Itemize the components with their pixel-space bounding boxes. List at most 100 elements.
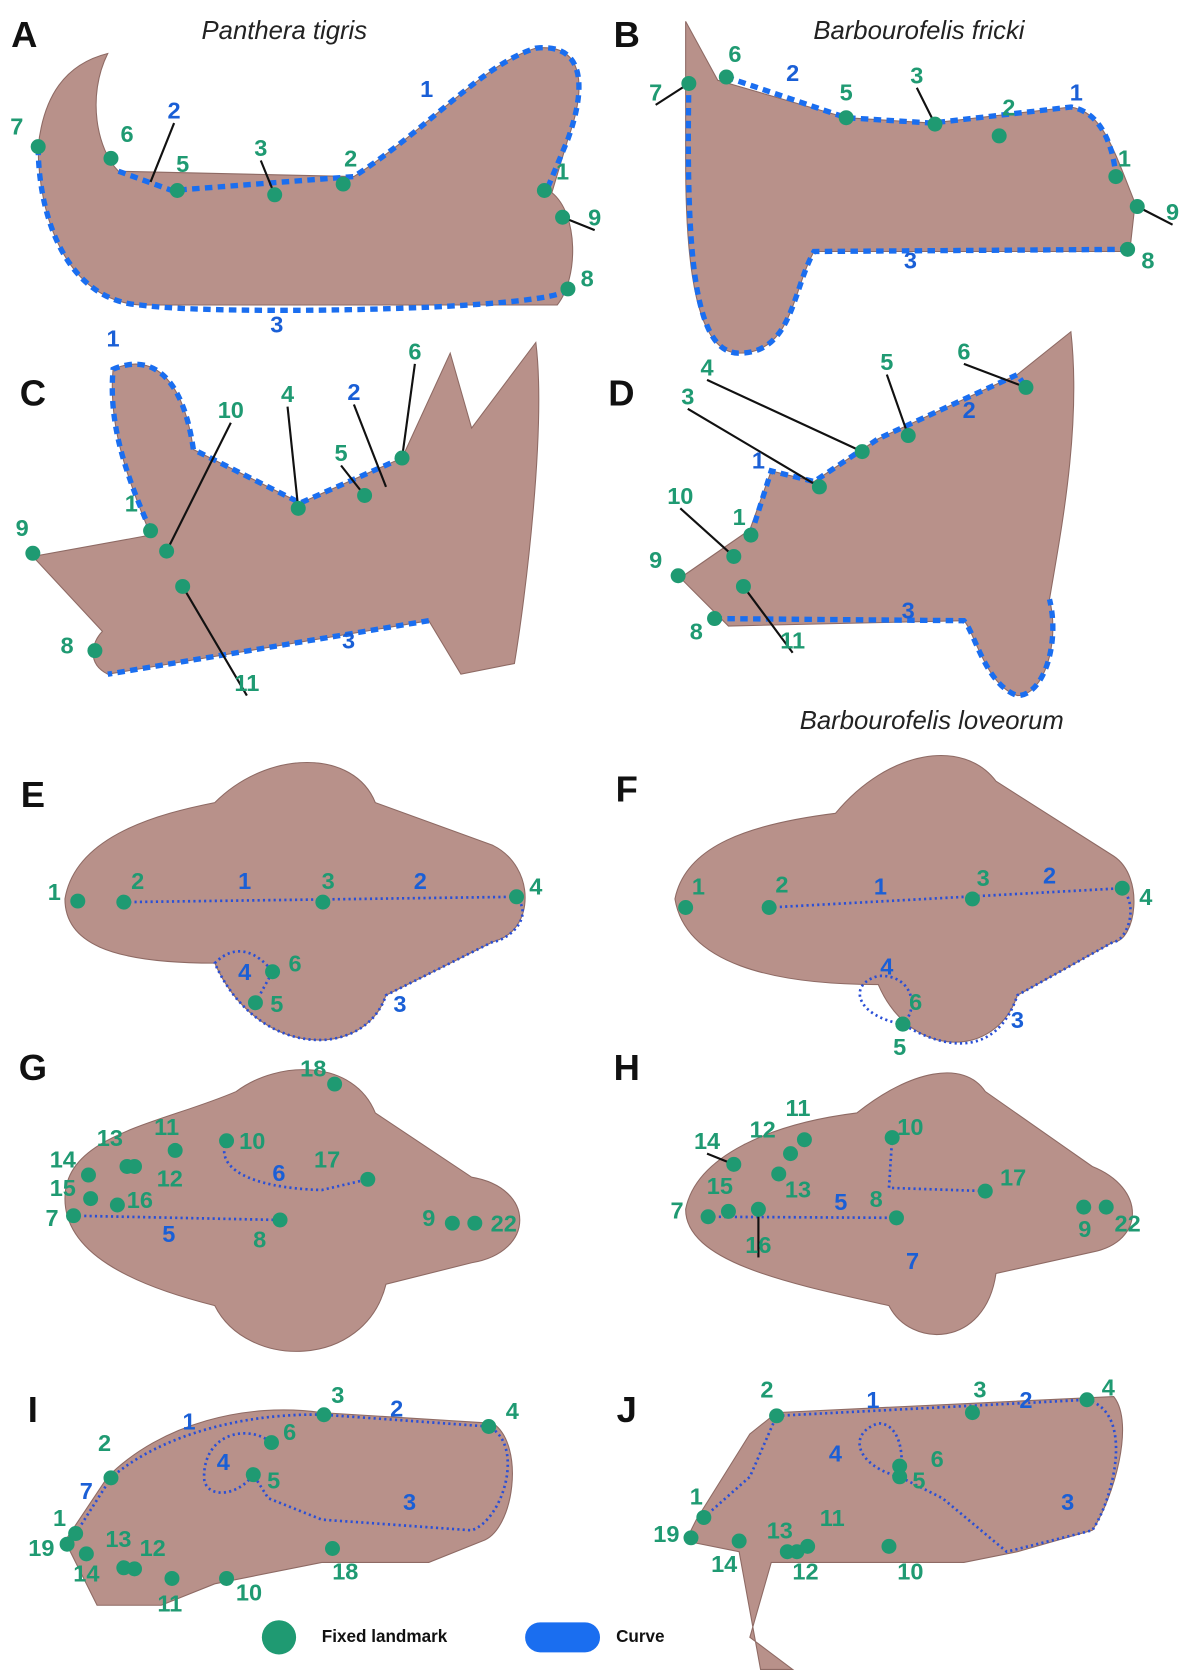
- landmark-dot: [719, 70, 734, 85]
- landmark-dot: [159, 544, 174, 559]
- landmark-dot: [678, 900, 693, 915]
- landmark-label: 8: [253, 1227, 266, 1253]
- landmark-label: 5: [267, 1467, 280, 1493]
- landmark-dot: [143, 523, 158, 538]
- landmark-dot: [395, 451, 410, 466]
- landmark-dot: [445, 1216, 460, 1231]
- landmark-label: 9: [1166, 199, 1179, 225]
- landmark-dot: [248, 995, 263, 1010]
- landmark-dot: [116, 895, 131, 910]
- landmark-label: 5: [893, 1034, 906, 1060]
- landmark-dot: [246, 1467, 261, 1482]
- landmark-label: 18: [332, 1558, 358, 1584]
- landmark-dot: [1130, 199, 1145, 214]
- panel-letter: D: [608, 373, 634, 414]
- panel-letter: J: [617, 1389, 637, 1430]
- landmark-label: 2: [131, 868, 144, 894]
- landmark-label: 15: [707, 1173, 733, 1199]
- landmark-label: 7: [649, 79, 662, 105]
- landmark-label: 9: [16, 515, 29, 541]
- landmark-label: 1: [690, 1483, 703, 1509]
- curve-label: 2: [347, 379, 360, 405]
- landmark-label: 17: [1000, 1165, 1026, 1191]
- landmark-label: 6: [957, 338, 970, 364]
- landmark-label: 1: [53, 1505, 66, 1531]
- landmark-dot: [25, 546, 40, 561]
- landmark-label: 7: [10, 114, 23, 140]
- landmark-dot: [175, 579, 190, 594]
- landmark-dot: [681, 76, 696, 91]
- landmark-dot: [762, 900, 777, 915]
- landmark-dot: [965, 1405, 980, 1420]
- landmark-label: 14: [694, 1128, 720, 1154]
- landmark-label: 12: [750, 1116, 776, 1142]
- landmark-label: 4: [506, 1398, 519, 1424]
- landmark-label: 1: [692, 873, 705, 899]
- curve-label: 1: [874, 873, 887, 899]
- landmark-label: 14: [73, 1560, 99, 1586]
- landmark-dot: [315, 895, 330, 910]
- landmark-dot: [265, 964, 280, 979]
- landmark-dot: [560, 281, 575, 296]
- landmark-label: 2: [344, 146, 357, 172]
- landmark-dot: [509, 889, 524, 904]
- landmark-dot: [291, 501, 306, 516]
- landmark-label: 4: [281, 381, 294, 407]
- landmark-dot: [273, 1212, 288, 1227]
- landmark-dot: [901, 428, 916, 443]
- curve-label: 2: [390, 1396, 403, 1422]
- landmark-label: 13: [105, 1526, 131, 1552]
- landmark-label: 1: [48, 879, 61, 905]
- landmark-label: 6: [909, 989, 922, 1015]
- landmark-label: 1: [556, 159, 569, 185]
- landmark-dot: [895, 1017, 910, 1032]
- landmark-dot: [783, 1146, 798, 1161]
- landmark-label: 1: [125, 490, 138, 516]
- curve-label: 3: [403, 1489, 416, 1515]
- landmark-label: 8: [61, 633, 74, 659]
- landmark-dot: [537, 183, 552, 198]
- landmark-label: 15: [50, 1175, 76, 1201]
- curve-label: 3: [393, 991, 406, 1017]
- legend-label: Curve: [616, 1627, 665, 1646]
- landmark-label: 11: [234, 670, 259, 696]
- leader-line: [707, 380, 862, 452]
- landmark-dot: [707, 611, 722, 626]
- landmark-dot: [327, 1077, 342, 1092]
- landmark-label: 5: [840, 79, 853, 105]
- panel-letter: B: [614, 14, 640, 55]
- landmark-label: 2: [98, 1430, 111, 1456]
- landmark-dot: [789, 1544, 804, 1559]
- panel-letter: A: [11, 14, 37, 55]
- landmark-dot: [110, 1198, 125, 1213]
- landmark-label: 5: [270, 991, 283, 1017]
- landmark-label: 10: [239, 1128, 265, 1154]
- landmark-label: 8: [870, 1186, 883, 1212]
- landmark-dot: [170, 183, 185, 198]
- landmark-dot: [696, 1510, 711, 1525]
- landmark-dot: [769, 1408, 784, 1423]
- landmark-dot: [726, 1157, 741, 1172]
- landmark-label: 10: [667, 483, 693, 509]
- curve-label: 3: [902, 597, 915, 623]
- landmark-label: 3: [973, 1376, 986, 1402]
- landmark-dot: [736, 579, 751, 594]
- landmark-label: 3: [910, 62, 923, 88]
- landmark-label: 13: [785, 1176, 811, 1202]
- landmark-label: 3: [322, 868, 335, 894]
- landmark-label: 5: [912, 1467, 925, 1493]
- landmark-label: 4: [1139, 884, 1152, 910]
- panel-letter: E: [21, 774, 45, 815]
- curve-label: 1: [866, 1387, 879, 1413]
- panel-letter: H: [614, 1047, 640, 1088]
- landmark-dot: [671, 568, 686, 583]
- landmark-label: 5: [880, 349, 893, 375]
- landmark-dot: [267, 187, 282, 202]
- skull-h: [686, 1073, 1133, 1335]
- panel-title: Panthera tigris: [202, 17, 368, 45]
- curve-label: 2: [1043, 863, 1056, 889]
- landmark-label: 8: [690, 619, 703, 645]
- landmark-label: 17: [314, 1146, 340, 1172]
- landmark-dot: [31, 139, 46, 154]
- landmark-label: 9: [588, 205, 601, 231]
